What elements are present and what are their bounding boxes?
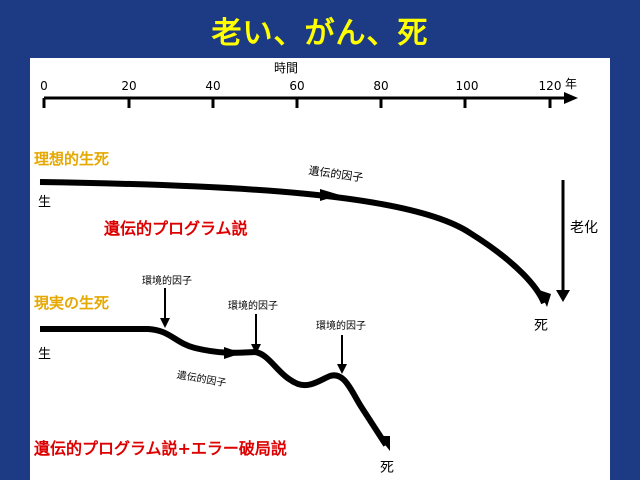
real-theory-label: 遺伝的プログラム説+エラー破局説 (34, 439, 287, 458)
tick-label: 80 (373, 79, 388, 93)
tick-label: 20 (121, 79, 136, 93)
real-death-label: 死 (380, 460, 394, 476)
ideal-heading: 理想的生死 (34, 150, 109, 168)
real-curve-arrowhead-icon (378, 436, 390, 451)
real-heading: 現実の生死 (34, 294, 109, 312)
ideal-genetic-factor-label: 遺伝的因子 (308, 163, 364, 185)
axis-title: 時間 (274, 61, 298, 75)
aging-label: 老化 (570, 220, 598, 236)
ideal-theory-label: 遺伝的プログラム説 (104, 219, 248, 238)
ideal-birth-label: 生 (38, 195, 51, 210)
env-factor-label: 環境的因子 (142, 274, 192, 287)
slide-title: 老い、がん、死 (211, 16, 429, 51)
diagram-panel: 時間 0 20 40 60 80 100 120 年 理想的生死 遺伝的因子 生 (30, 58, 610, 480)
env-factor-label: 環境的因子 (228, 299, 278, 312)
ideal-life-curve (39, 179, 547, 305)
tick-label: 100 (456, 79, 479, 93)
tick-label: 0 (40, 79, 48, 93)
real-genetic-factor-label: 遺伝的因子 (176, 368, 227, 389)
real-birth-label: 生 (38, 347, 51, 362)
env-factor-arrow-icon (160, 318, 170, 328)
env-factor-label: 環境的因子 (316, 319, 366, 332)
real-life-curve (40, 326, 389, 447)
aging-arrow-icon (556, 290, 570, 302)
real-flow-arrow-icon (224, 347, 242, 359)
tick-label: 40 (205, 79, 220, 93)
env-factor-arrow-icon (251, 344, 261, 354)
ideal-curve-arrowhead-icon (539, 290, 551, 307)
tick-label: 120 (539, 79, 562, 93)
ideal-flow-arrow-icon (320, 189, 340, 201)
env-factor-arrow-icon (337, 364, 347, 374)
tick-label: 60 (289, 79, 304, 93)
ideal-death-label: 死 (534, 318, 548, 334)
axis-unit: 年 (565, 77, 577, 91)
axis-arrow-icon (564, 92, 578, 104)
diagram-canvas: 時間 0 20 40 60 80 100 120 年 理想的生死 遺伝的因子 生 (34, 61, 598, 476)
axis-ticks (42, 98, 552, 108)
